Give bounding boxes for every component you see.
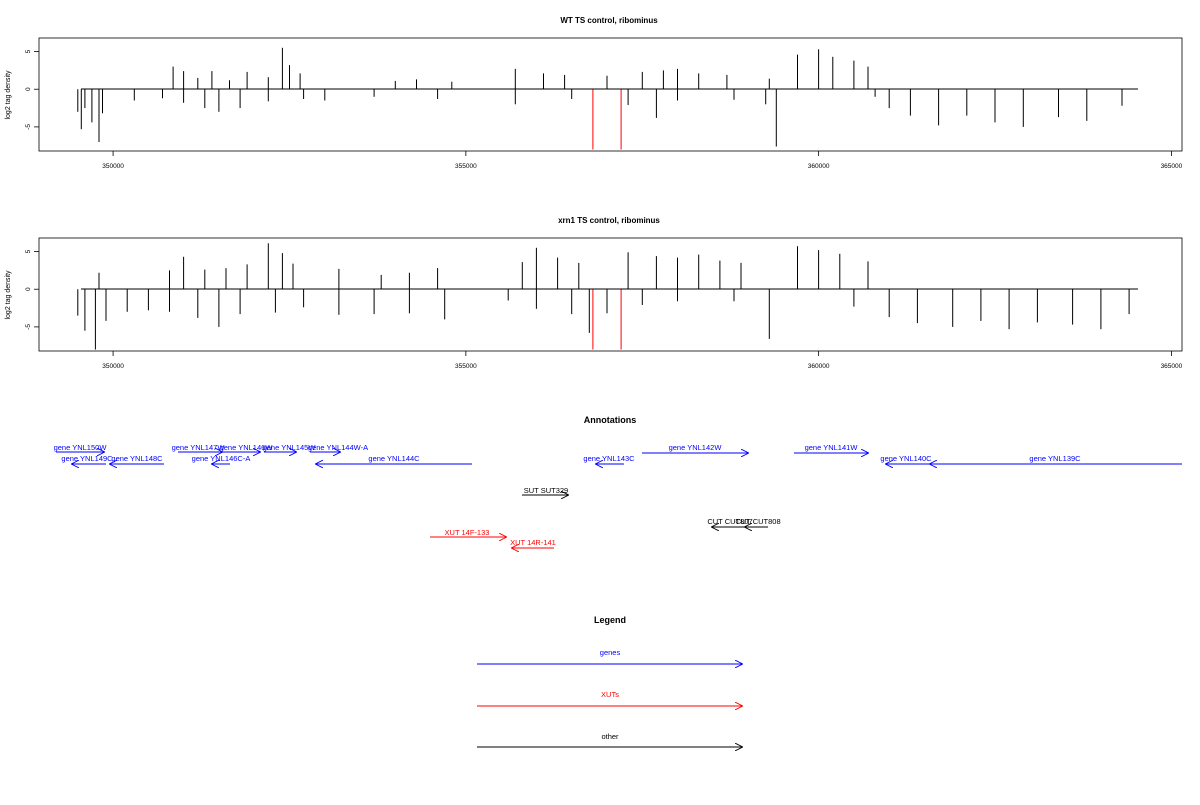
annotation-label: gene YNL146C-A (192, 454, 251, 463)
legend-item-other: other (477, 732, 742, 747)
annotation-label: XUT 14F-133 (445, 528, 490, 537)
y-axis-label: log2 tag density (5, 70, 12, 120)
y-tick-label: 5 (25, 49, 32, 53)
x-tick-label: 365000 (1161, 163, 1183, 170)
annotations-title: Annotations (584, 415, 637, 425)
x-tick-label: 365000 (1161, 363, 1183, 370)
x-tick-label: 355000 (455, 363, 477, 370)
annotation-label: gene YNL147W (172, 443, 226, 452)
legend-item-xuts: XUTs (477, 690, 742, 706)
annotation-label: gene YNL145W (263, 443, 317, 452)
legend-label: genes (600, 648, 621, 657)
legend-label: other (601, 732, 619, 741)
annotation-item: gene YNL145W (263, 443, 317, 452)
annotation-item: CUT CUT808 (735, 517, 781, 527)
bar-layer (77, 243, 1130, 350)
panel-title: xrn1 TS control, ribominus (558, 216, 660, 225)
legend: Legend genes XUTs other (477, 615, 742, 747)
y-tick-label: -5 (25, 124, 32, 130)
y-axis: 5 0 -5 (25, 49, 39, 130)
x-axis: 350000 355000 360000 365000 (102, 351, 1183, 370)
x-tick-label: 360000 (808, 163, 830, 170)
x-tick-label: 360000 (808, 363, 830, 370)
annotation-item: gene YNL142W (642, 443, 748, 453)
panel-title: WT TS control, ribominus (560, 16, 658, 25)
y-tick-label: 0 (25, 87, 32, 91)
legend-label: XUTs (601, 690, 619, 699)
annotation-label: gene YNL140C (880, 454, 932, 463)
annotation-item: gene YNL148C (110, 454, 164, 464)
marker-layer (592, 289, 622, 350)
annotation-item: gene YNL150W (54, 443, 108, 452)
annotation-item: gene YNL144W-A (308, 443, 368, 452)
x-tick-label: 355000 (455, 163, 477, 170)
annotation-label: gene YNL146W (220, 443, 274, 452)
track-panel-xrn1: xrn1 TS control, ribominus 350000 355000 3… (5, 216, 1183, 370)
annotation-label: gene YNL149C (61, 454, 113, 463)
bar-layer (77, 47, 1123, 147)
plot-frame (38, 37, 1183, 152)
x-axis: 350000 355000 360000 365000 (102, 151, 1183, 170)
annotation-label: gene YNL144C (368, 454, 420, 463)
annotation-item: XUT 14F-133 (430, 528, 506, 537)
y-axis: 5 0 -5 (25, 249, 39, 330)
annotation-label: gene YNL150W (54, 443, 108, 452)
y-tick-label: 5 (25, 249, 32, 253)
annotation-item: gene YNL146C-A (192, 454, 251, 464)
y-axis-label: log2 tag density (5, 270, 12, 320)
annotation-item: gene YNL139C (930, 454, 1182, 464)
annotation-item: gene YNL140C (880, 454, 932, 464)
y-tick-label: -5 (25, 324, 32, 330)
legend-title: Legend (594, 615, 626, 625)
x-tick-label: 350000 (102, 163, 124, 170)
track-panel-wt: WT TS control, ribominus 350000 355000 360… (5, 16, 1183, 170)
annotation-item: SUT SUT329 (522, 486, 568, 495)
annotation-item: CUT CUT807 (707, 517, 753, 527)
annotations-panel: Annotations gene YNL150W gene YNL149C ge… (54, 415, 1182, 548)
x-tick-label: 350000 (102, 363, 124, 370)
plot-frame (38, 237, 1183, 352)
annotation-label: XUT 14R-141 (510, 538, 556, 547)
legend-item-genes: genes (477, 648, 742, 664)
annotation-label: CUT CUT807 (707, 517, 752, 526)
annotation-item: gene YNL149C (61, 454, 113, 464)
annotation-label: SUT SUT329 (524, 486, 568, 495)
annotation-label: gene YNL141W (805, 443, 859, 452)
annotation-item: gene YNL147W (172, 443, 226, 452)
annotation-item: gene YNL144C (316, 454, 472, 464)
annotation-label: gene YNL144W-A (308, 443, 368, 452)
annotation-item: gene YNL141W (794, 443, 868, 453)
annotation-label: gene YNL139C (1029, 454, 1081, 463)
annotation-label: gene YNL148C (111, 454, 163, 463)
annotation-item: gene YNL143C (583, 454, 635, 464)
annotation-item: XUT 14R-141 (510, 538, 556, 548)
annotation-label: gene YNL143C (583, 454, 635, 463)
y-tick-label: 0 (25, 287, 32, 291)
marker-layer (592, 89, 622, 150)
annotation-label: CUT CUT808 (735, 517, 780, 526)
annotation-label: gene YNL142W (669, 443, 723, 452)
annotation-item: gene YNL146W (220, 443, 274, 452)
